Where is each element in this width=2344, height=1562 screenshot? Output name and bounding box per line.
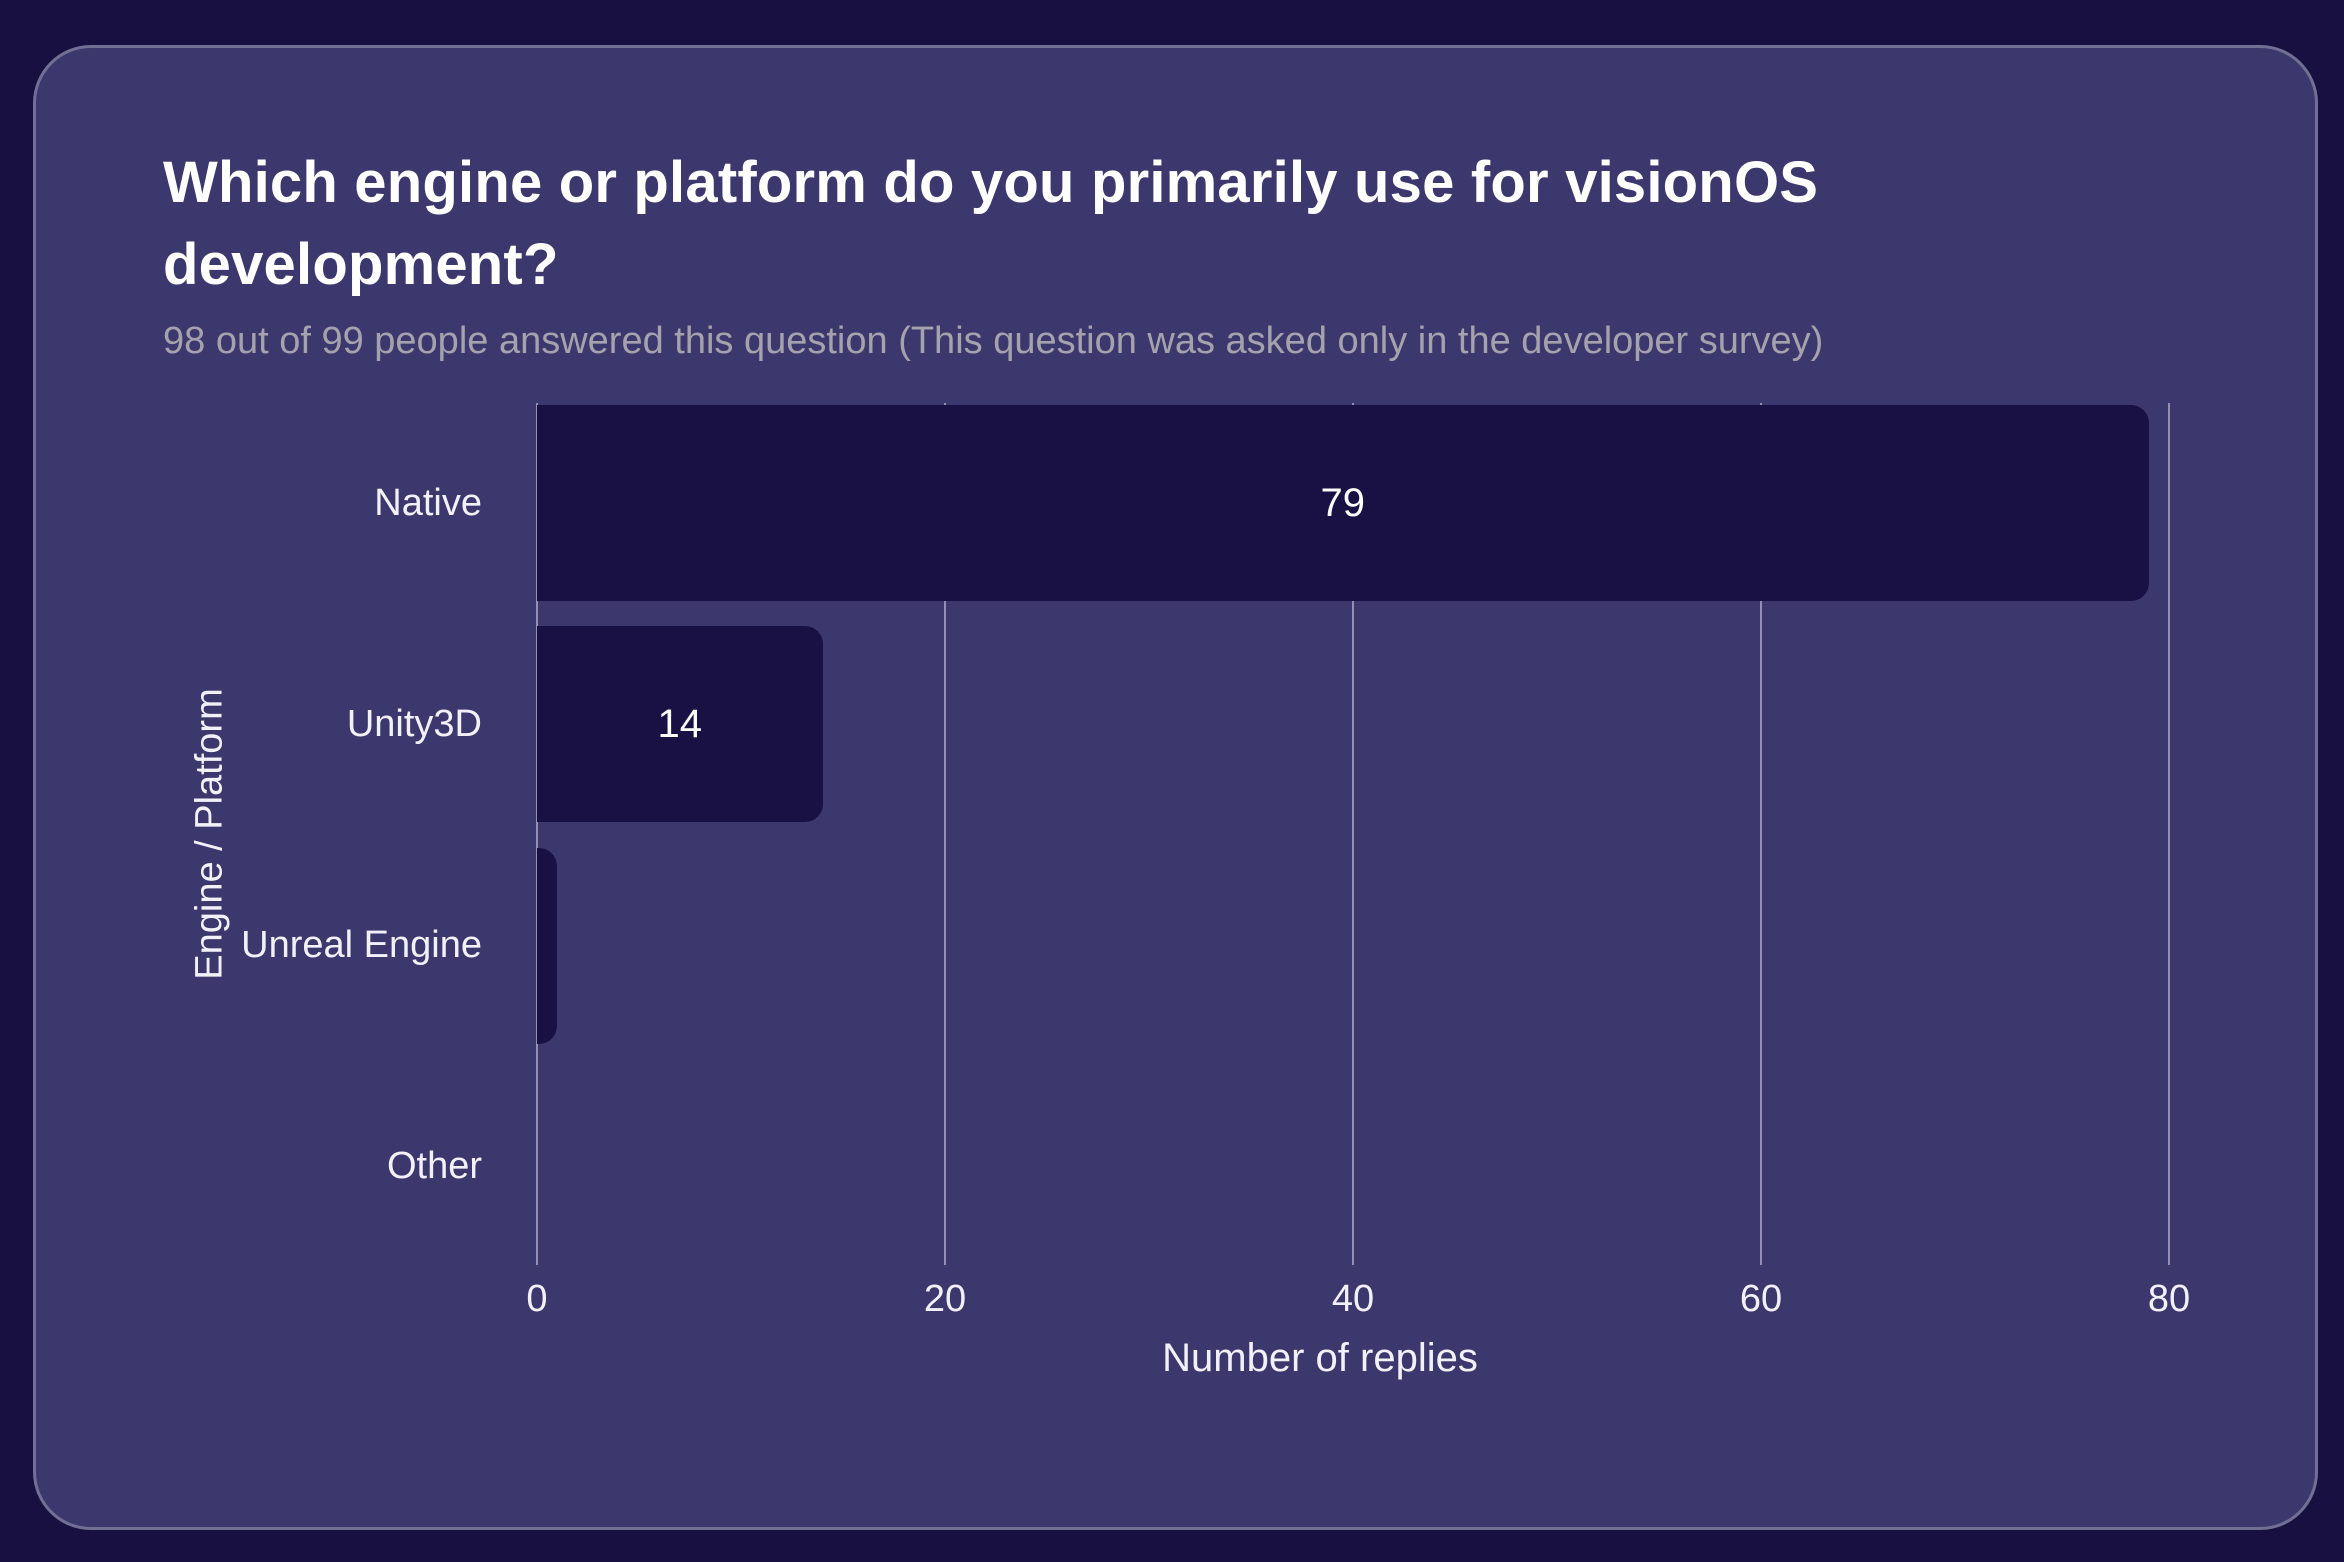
gridline-40 — [1352, 403, 1354, 1265]
category-label-unreal-engine: Unreal Engine — [241, 924, 482, 967]
gridline-80 — [2168, 403, 2170, 1265]
y-axis-title: Engine / Platform — [188, 688, 231, 980]
bar-unity3d: 14 — [537, 626, 823, 823]
category-label-native: Native — [374, 481, 482, 524]
chart-subtitle: 98 out of 99 people answered this questi… — [163, 320, 1824, 362]
x-tick-label-80: 80 — [2147, 1278, 2191, 1320]
x-axis-title: Number of replies — [1162, 1336, 1478, 1380]
gridline-60 — [1760, 403, 1762, 1265]
x-tick-label-60: 60 — [1739, 1278, 1783, 1320]
bar-value-label: 79 — [1320, 480, 1366, 525]
x-tick-label-40: 40 — [1331, 1278, 1375, 1320]
chart-title: Which engine or platform do you primaril… — [163, 150, 1819, 297]
bar-chart-plot-area: 0 20 40 60 80 79 Native 14 Unity3D Unreal Engine O… — [241, 403, 2204, 1320]
gridline-0 — [536, 403, 538, 1265]
survey-chart-card: Which engine or platform do you primaril… — [33, 45, 2318, 1530]
bar-native: 79 — [537, 405, 2149, 601]
bar-value-label: 14 — [657, 701, 703, 746]
gridline-20 — [944, 403, 946, 1265]
bar-unreal-engine — [537, 847, 558, 1044]
category-label-unity3d: Unity3D — [346, 702, 482, 745]
x-tick-label-20: 20 — [923, 1278, 967, 1320]
category-label-other: Other — [386, 1145, 482, 1188]
x-tick-label-0: 0 — [526, 1278, 548, 1320]
